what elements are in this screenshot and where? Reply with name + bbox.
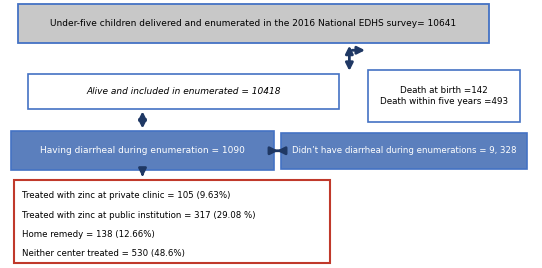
FancyBboxPatch shape	[11, 131, 274, 170]
Text: Home remedy = 138 (12.66%): Home remedy = 138 (12.66%)	[22, 230, 154, 239]
Text: Treated with zinc at public institution = 317 (29.08 %): Treated with zinc at public institution …	[22, 211, 255, 220]
FancyBboxPatch shape	[368, 70, 520, 122]
FancyBboxPatch shape	[28, 74, 339, 109]
Text: Neither center treated = 530 (48.6%): Neither center treated = 530 (48.6%)	[22, 250, 185, 258]
Text: Alive and included in enumerated = 10418: Alive and included in enumerated = 10418	[86, 87, 281, 96]
Text: Under-five children delivered and enumerated in the 2016 National EDHS survey= 1: Under-five children delivered and enumer…	[50, 19, 456, 28]
Text: Death at birth =142
Death within five years =493: Death at birth =142 Death within five ye…	[380, 86, 508, 106]
FancyBboxPatch shape	[281, 133, 527, 169]
Text: Having diarrheal during enumeration = 1090: Having diarrheal during enumeration = 10…	[40, 146, 245, 155]
FancyBboxPatch shape	[14, 180, 330, 263]
Text: Treated with zinc at private clinic = 105 (9.63%): Treated with zinc at private clinic = 10…	[22, 191, 230, 200]
Text: Didn’t have diarrheal during enumerations = 9, 328: Didn’t have diarrheal during enumeration…	[292, 146, 517, 155]
FancyBboxPatch shape	[18, 4, 489, 43]
